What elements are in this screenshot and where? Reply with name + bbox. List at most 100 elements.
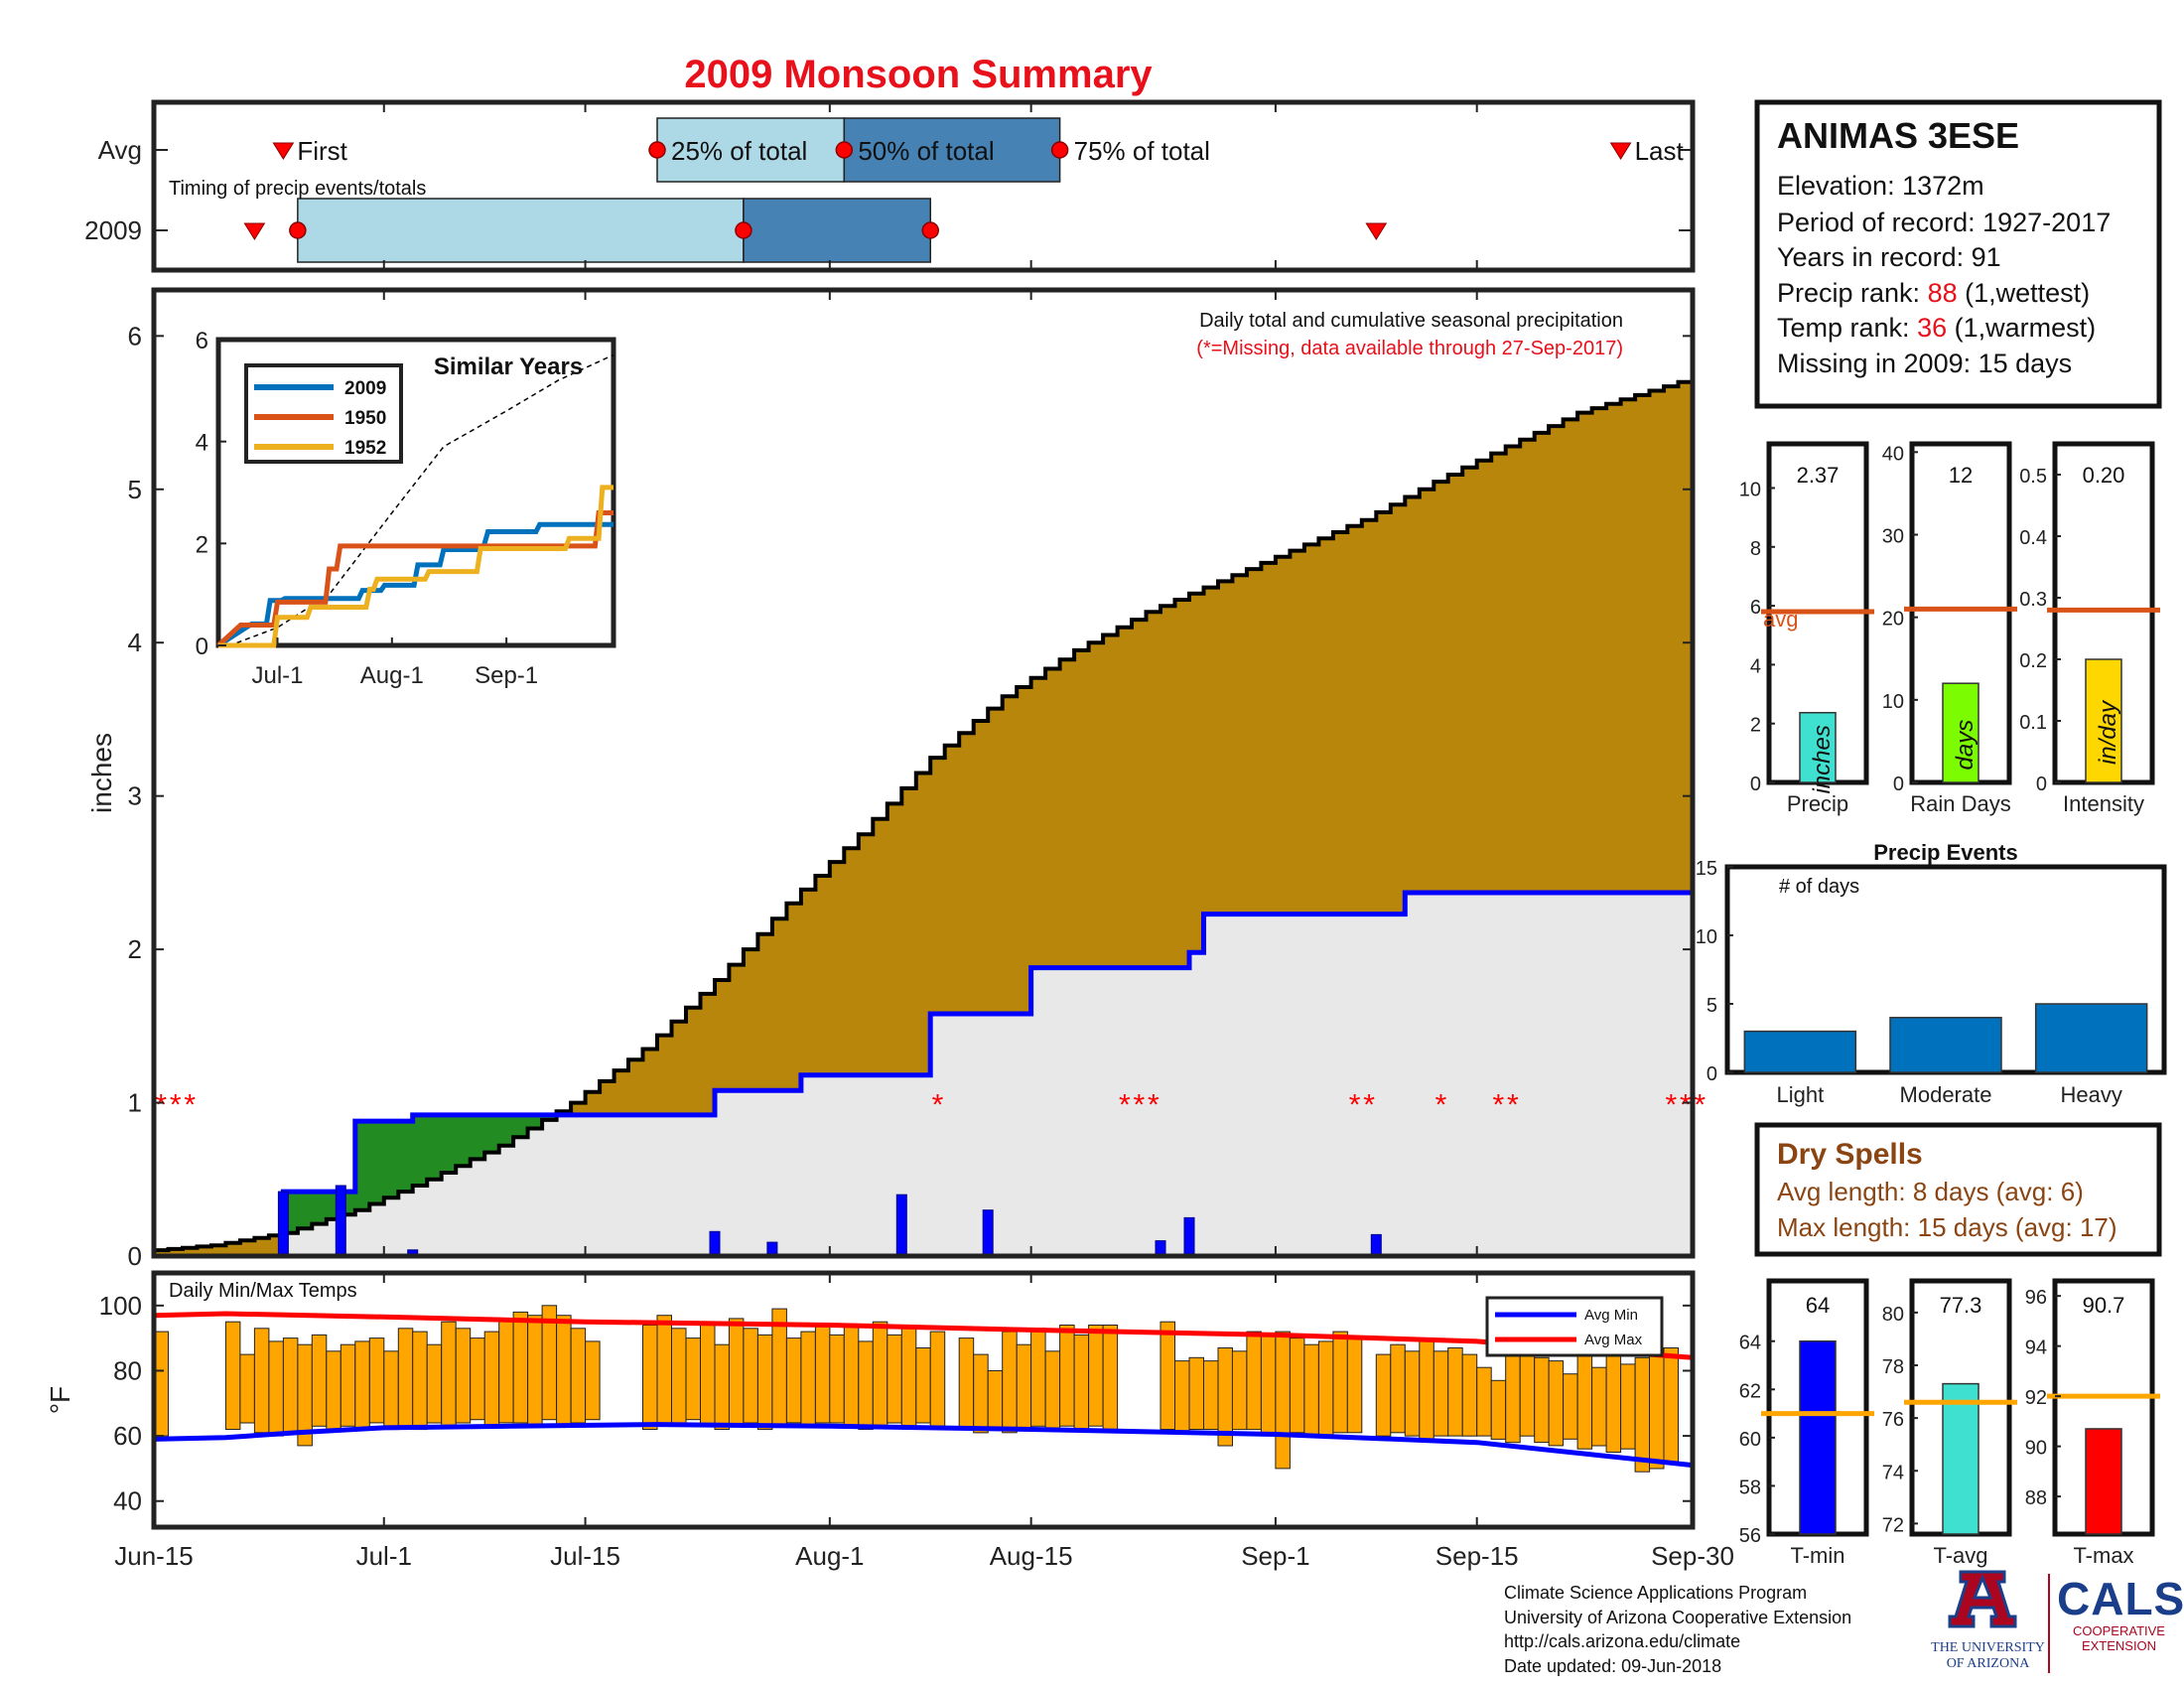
stat-tick-label: 0	[1750, 774, 1761, 795]
daily-temp-bar	[1419, 1340, 1434, 1440]
inset-legend-label: 2009	[344, 378, 386, 399]
inset-legend-label: 1952	[344, 438, 386, 459]
y-axis-label: inches	[86, 733, 117, 813]
temps-legend-box	[1485, 1296, 1664, 1357]
main-annotation-missing: (*=Missing, data available through 27-Se…	[1196, 338, 1623, 359]
daily-temp-bar	[412, 1331, 428, 1431]
daily-temp-bar	[929, 1331, 946, 1427]
stat-value: 12	[1949, 463, 1973, 488]
inset-y-tick-label: 6	[196, 328, 208, 354]
daily-temp-bar	[785, 1337, 802, 1424]
precip-rank-value: 88	[1928, 278, 1958, 308]
daily-temp-bar	[1030, 1328, 1046, 1427]
x-tick-label: Aug-15	[990, 1541, 1073, 1571]
tstat-tick-label: 94	[2025, 1337, 2047, 1359]
stat-value: 2.37	[1797, 463, 1840, 488]
daily-temp-bar	[656, 1315, 672, 1427]
tstat-tick-label: 64	[1739, 1333, 1761, 1354]
missing-day-marker: *	[1148, 1089, 1160, 1122]
events-category-label: Moderate	[1900, 1082, 1992, 1107]
inset-y-tick-label: 2	[196, 531, 208, 558]
events-title: Precip Events	[1873, 840, 2018, 865]
daily-temp-bar	[1447, 1347, 1463, 1437]
events-category-label: Light	[1776, 1082, 1824, 1107]
stat-tick-label: 0.5	[2019, 466, 2047, 488]
footer-link[interactable]: http://cals.arizona.edu/climate	[1504, 1631, 1741, 1651]
tstat-tick-label: 96	[2025, 1287, 2047, 1309]
inset-x-tick-label: Jul-1	[251, 662, 303, 689]
timing-panel: Avg 2009 First 25% of total 50% of total 75% …	[84, 99, 1696, 273]
daily-temp-bar	[756, 1334, 773, 1431]
precip-rank-label: Precip rank:	[1777, 278, 1928, 308]
stat-unit-label: in/day	[2095, 699, 2121, 765]
daily-temp-bar	[800, 1331, 816, 1427]
daily-temp-bar	[1346, 1337, 1363, 1434]
events-bar	[2034, 1003, 2148, 1073]
events-ylabel: # of days	[1779, 876, 1859, 898]
temps-legend-label: Avg Max	[1584, 1332, 1643, 1348]
season-stat-bars: inches avg 2.37 0 2 4 6 8 10 Precip days 12 0 10 20 30 4…	[1739, 441, 2160, 816]
temps-y-tick-label: 100	[99, 1291, 142, 1321]
y-tick-label: 6	[128, 321, 142, 351]
missing-day-marker: *	[1694, 1089, 1706, 1122]
observed-cumulative-line	[154, 890, 1693, 1259]
tstat-bar	[1942, 1382, 1979, 1535]
stat-tick-label: 8	[1750, 538, 1761, 560]
tstat-tick-label: 72	[1882, 1514, 1904, 1536]
cals-logo-subtext: EXTENSION	[2081, 1638, 2157, 1653]
daily-temp-bar	[340, 1343, 356, 1427]
daily-temp-bar	[1289, 1337, 1305, 1434]
dry-spells-frame	[1754, 1122, 2162, 1257]
cals-logo: CALS COOPERATIVE EXTENSION	[2057, 1573, 2184, 1653]
missing-day-marker: *	[1680, 1089, 1692, 1122]
daily-temp-bar	[1059, 1325, 1075, 1427]
daily-temp-bar	[1505, 1350, 1521, 1444]
y-tick-label: 0	[128, 1241, 142, 1271]
daily-temp-bar	[556, 1315, 572, 1427]
daily-temp-bar	[253, 1328, 270, 1434]
station-elevation: Elevation: 1372m	[1777, 171, 1984, 201]
tstat-tick-label: 76	[1882, 1409, 1904, 1431]
dry-spells-box: Dry Spells Avg length: 8 days (avg: 6) Max…	[1754, 1122, 2162, 1257]
timing-first-last-marker	[243, 222, 266, 240]
cals-logo-text: CALS	[2057, 1573, 2184, 1624]
daily-temp-bar	[900, 1328, 917, 1427]
missing-day-marker: *	[1133, 1089, 1145, 1122]
daily-temp-bar	[1649, 1353, 1665, 1470]
observed-grey-group	[154, 893, 1693, 1256]
tstat-tick-label: 88	[2025, 1487, 2047, 1509]
ua-logo-text: THE UNIVERSITY	[1931, 1640, 2045, 1655]
events-bar	[1889, 1017, 2002, 1073]
stat-tick-label: 0	[1893, 774, 1904, 795]
timing-first-last-marker	[1609, 142, 1632, 160]
daily-temp-bar	[1663, 1347, 1679, 1463]
daily-temp-bar	[1174, 1360, 1190, 1434]
daily-temp-bar	[1160, 1321, 1175, 1430]
x-tick-label: Jul-1	[356, 1541, 412, 1571]
daily-temp-bar	[973, 1353, 989, 1434]
footer-credits: Climate Science Applications Program Uni…	[1504, 1581, 1851, 1678]
timing-label-50: 50% of total	[858, 136, 994, 166]
stat-tick-label: 6	[1750, 597, 1761, 619]
tstat-value: 64	[1806, 1293, 1830, 1318]
stat-tick-label: 2	[1750, 715, 1761, 737]
stat-tick-label: 0.2	[2019, 650, 2047, 672]
y-tick-label: 5	[128, 475, 142, 504]
y-tick-label: 3	[128, 781, 142, 811]
inset-series-line	[216, 510, 614, 647]
daily-temp-bar	[368, 1337, 385, 1424]
timing-first-last-marker	[1365, 222, 1388, 240]
temps-frame	[151, 1270, 1696, 1530]
daily-temp-bar	[1073, 1334, 1090, 1431]
daily-precip-bar	[709, 1230, 721, 1257]
daily-temp-bar	[570, 1328, 587, 1424]
stat-tick-label: 0.4	[2019, 527, 2047, 549]
stat-tick-label: 4	[1750, 655, 1761, 677]
temp-rank-value: 36	[1917, 313, 1947, 343]
footer-date: Date updated: 09-Jun-2018	[1504, 1655, 1722, 1676]
inset-title: Similar Years	[434, 353, 583, 380]
daily-temp-bar	[1433, 1350, 1449, 1437]
daily-temp-bar	[1188, 1356, 1204, 1431]
daily-temp-bar	[224, 1321, 241, 1430]
station-missing: Missing in 2009: 15 days	[1777, 349, 2072, 378]
